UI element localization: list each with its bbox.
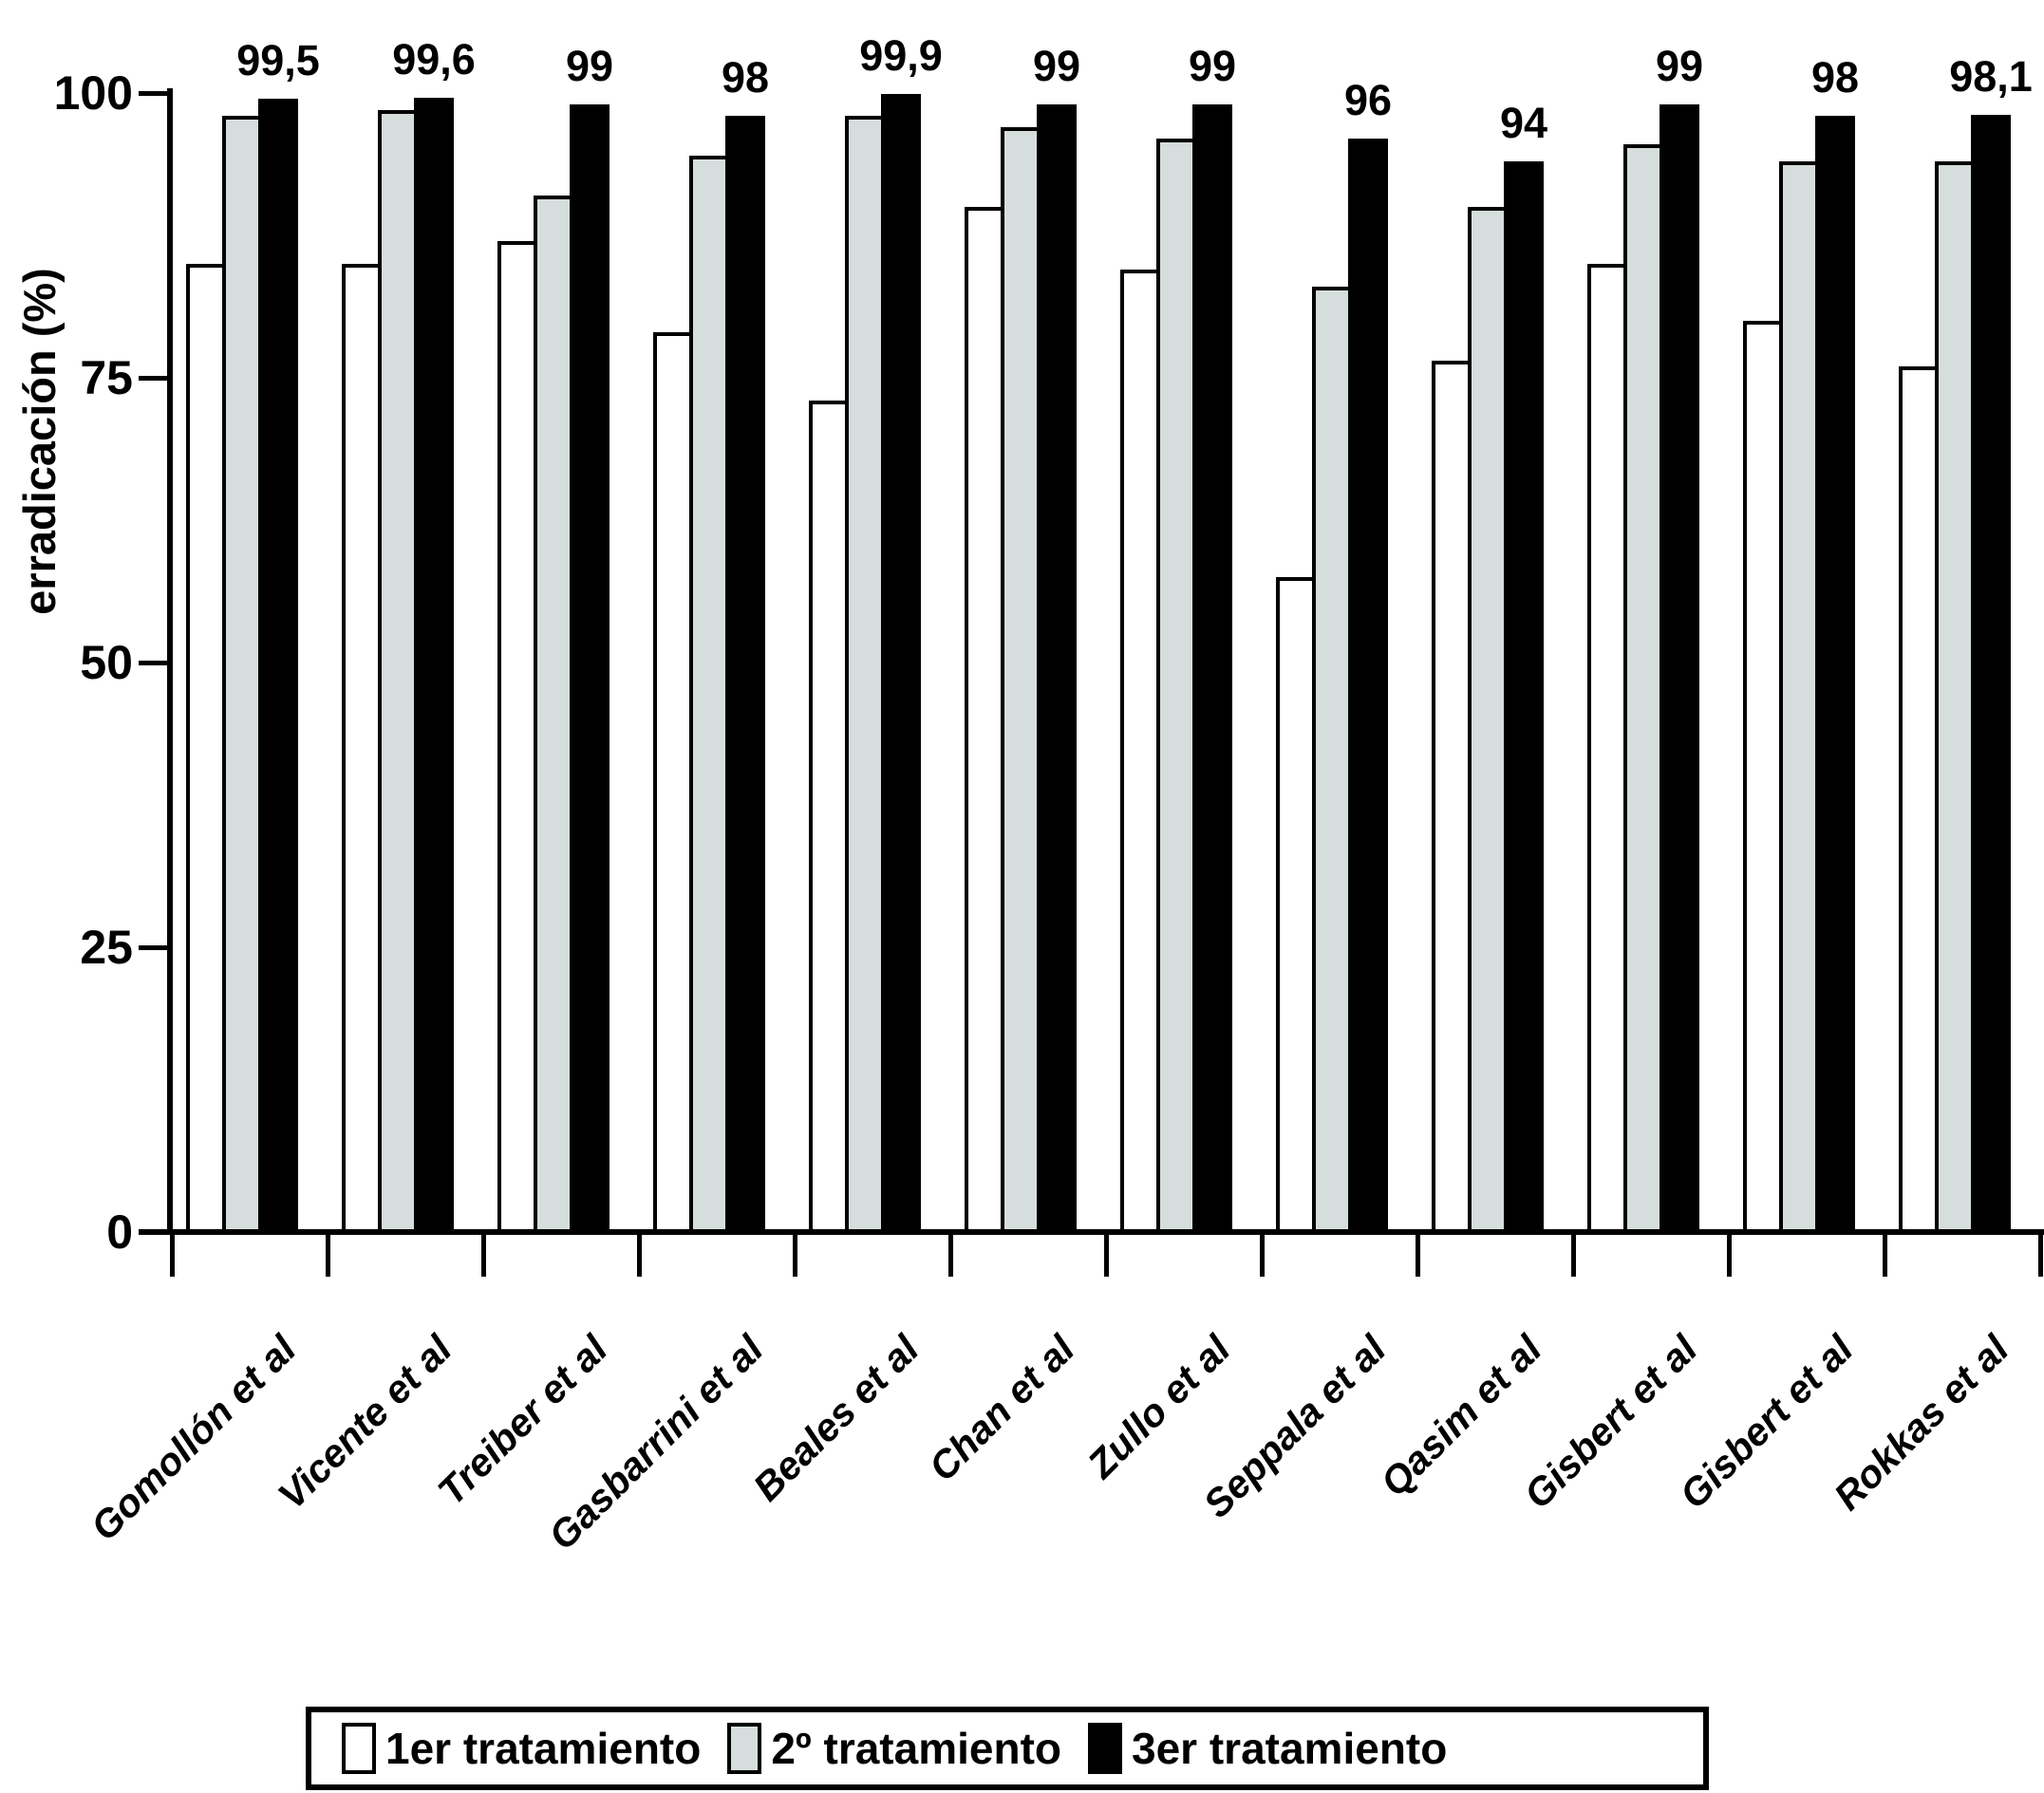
y-tick-mark [139,91,169,96]
bar [1743,321,1783,1235]
bar [1815,116,1855,1235]
bar [1899,366,1939,1235]
y-tick-mark [139,376,169,381]
x-category-label: Zullo et al [1078,1327,1239,1486]
bar-value-label: 99,5 [236,36,320,84]
legend-item: 3er tratamiento [1088,1723,1447,1774]
legend-swatch [342,1723,376,1774]
legend-item: 2º tratamiento [727,1723,1061,1774]
x-tick-mark [1260,1235,1265,1277]
x-tick-mark [1571,1235,1576,1277]
bar-value-label: 98 [721,53,770,102]
x-category-label: Gomollón et al [82,1327,305,1549]
x-tick-mark [481,1235,486,1277]
x-tick-mark [948,1235,953,1277]
bar-value-label: 94 [1499,99,1548,147]
bar [497,241,537,1235]
bar [1468,207,1508,1235]
bar [342,264,382,1235]
bar [1504,161,1544,1235]
bar-value-label: 99 [1188,42,1237,90]
bar [1432,361,1472,1235]
bar [570,104,609,1235]
bar [881,94,921,1235]
bar [1001,127,1041,1235]
bar [965,207,1004,1235]
bar [222,116,262,1235]
bar-value-label: 98 [1810,53,1860,102]
legend-swatch [1088,1723,1122,1774]
bar [1935,161,1975,1235]
bar [1120,270,1160,1235]
bar [1779,161,1819,1235]
y-tick-mark [139,661,169,665]
bar [378,110,418,1235]
x-tick-mark [326,1235,330,1277]
bar [534,196,573,1235]
legend-label: 3er tratamiento [1132,1724,1448,1773]
bar [1312,287,1352,1235]
x-tick-mark [1416,1235,1420,1277]
bar-value-label: 98,1 [1949,51,2033,101]
bar [845,116,885,1235]
x-category-label: Chan et al [920,1327,1083,1490]
bar [1587,264,1627,1235]
y-tick-label: 75 [80,351,133,404]
bar [414,97,454,1235]
x-tick-mark [170,1235,175,1277]
legend-label: 1er tratamiento [385,1724,702,1773]
bar [689,156,729,1235]
x-tick-mark [1727,1235,1732,1277]
bar-value-label: 99,9 [859,31,943,81]
bar [1971,114,2011,1235]
bar-value-label: 99 [1655,42,1704,90]
bar-value-label: 99 [1032,42,1081,90]
y-axis-title: erradicación (%) [14,268,65,615]
y-tick-label: 0 [106,1205,133,1259]
bar [258,99,298,1235]
bar-value-label: 99,6 [392,34,476,84]
legend-label: 2º tratamiento [771,1724,1061,1773]
x-category-label: Beales et al [744,1327,928,1510]
bar [1156,139,1196,1235]
legend: 1er tratamiento 2º tratamiento 3er tratami… [306,1707,1709,1790]
x-axis-line [139,1229,2044,1235]
bar [725,116,765,1235]
bar [809,401,849,1235]
y-tick-label: 50 [80,636,133,689]
legend-swatch [727,1723,762,1774]
x-tick-mark [2038,1235,2043,1277]
y-tick-mark [139,945,169,950]
x-tick-mark [1104,1235,1109,1277]
bar [1192,104,1232,1235]
bar [1348,139,1388,1235]
bar [1623,144,1663,1235]
x-tick-mark [793,1235,797,1277]
bar [1660,104,1699,1235]
legend-item: 1er tratamiento [342,1723,701,1774]
bar [1037,104,1077,1235]
x-tick-mark [637,1235,642,1277]
bar-value-label: 99 [565,42,614,90]
y-tick-label: 100 [53,66,133,120]
bar-value-label: 96 [1343,76,1393,124]
y-axis-line [167,88,173,1235]
y-tick-label: 25 [80,921,133,974]
bar [1276,577,1316,1235]
bar [653,332,693,1235]
bar [186,264,226,1235]
x-tick-mark [1883,1235,1887,1277]
